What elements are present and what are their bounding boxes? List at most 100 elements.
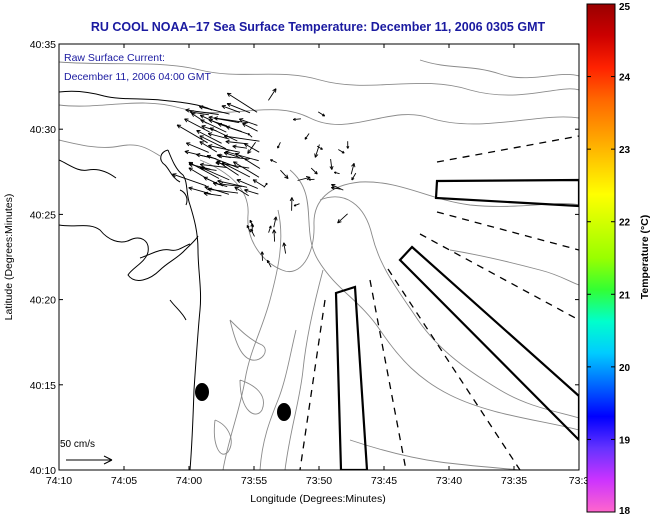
current-vector	[172, 173, 207, 187]
current-vector	[266, 259, 272, 268]
current-vector	[314, 144, 320, 158]
current-vector	[221, 162, 251, 178]
current-vector	[250, 228, 255, 237]
x-tick-label: 73:55	[241, 475, 267, 487]
current-vector	[200, 119, 227, 133]
current-vector	[277, 142, 281, 149]
current-vector	[184, 118, 210, 133]
current-vector	[351, 172, 357, 181]
current-vector	[268, 88, 277, 101]
current-vector	[208, 144, 241, 153]
current-vector	[252, 179, 265, 188]
x-tick-label: 73:50	[306, 475, 332, 487]
current-vector	[199, 166, 230, 181]
current-vector	[226, 92, 258, 113]
current-vector	[219, 182, 242, 188]
surface-current-vectors	[172, 88, 357, 268]
colorbar-tick-label: 20	[619, 363, 631, 374]
current-vector	[221, 104, 241, 113]
x-tick-label: 73:40	[436, 475, 462, 487]
scale-arrow	[66, 455, 113, 465]
current-vector	[334, 171, 340, 175]
current-vector	[234, 186, 249, 197]
current-vector	[297, 176, 311, 181]
y-tick-label: 40:30	[30, 124, 56, 136]
current-vector	[216, 160, 239, 176]
current-vector	[289, 197, 294, 211]
current-vector	[260, 251, 264, 261]
current-vector	[242, 123, 258, 132]
current-vector	[308, 178, 315, 181]
colorbar-tick-label: 21	[619, 290, 631, 301]
current-vector	[225, 125, 249, 135]
current-vector	[233, 161, 260, 178]
current-vector	[338, 149, 345, 154]
current-label-line1: Raw Surface Current:	[64, 52, 165, 64]
current-vector	[238, 118, 258, 126]
current-vector	[293, 203, 300, 207]
sampling-site-marker	[277, 403, 291, 421]
current-vector	[246, 225, 251, 233]
current-vector	[203, 176, 221, 186]
colorbar-label: Temperature (°C)	[639, 215, 651, 300]
x-tick-label: 73:45	[371, 475, 397, 487]
current-vector	[272, 229, 277, 242]
current-vector	[310, 167, 318, 175]
current-vector	[185, 142, 209, 153]
current-vector	[196, 130, 222, 144]
sampling-site-marker	[195, 383, 209, 401]
current-vector	[199, 105, 230, 115]
y-tick-label: 40:35	[30, 39, 56, 51]
current-vector	[316, 145, 323, 150]
current-vector	[225, 150, 259, 162]
current-vector	[247, 141, 256, 154]
current-vector	[317, 111, 326, 117]
current-vector	[199, 141, 218, 153]
shipping-lanes	[334, 178, 579, 470]
x-axis-ticks: 74:10 74:05 74:00 73:55 73:50 73:45 73:40 73:35…	[46, 44, 589, 487]
current-vector	[207, 132, 230, 140]
current-vector	[292, 117, 301, 121]
colorbar-tick-label: 25	[619, 2, 631, 13]
current-vector	[244, 188, 259, 195]
y-tick-label: 40:10	[30, 465, 56, 477]
x-tick-label: 74:10	[46, 475, 72, 487]
current-vector	[176, 124, 208, 144]
current-vector	[304, 133, 310, 140]
bathymetry-contours	[59, 59, 579, 470]
colorbar-tick-label: 19	[619, 435, 631, 446]
current-vector	[225, 139, 248, 145]
map-area: 50 cm/s Raw Surface Current: December 11…	[59, 44, 579, 470]
current-vector	[350, 163, 356, 175]
current-vector	[273, 216, 278, 228]
current-vector	[217, 179, 248, 188]
current-vector	[213, 116, 249, 124]
x-axis-label: Longitude (Degrees:Minutes)	[250, 493, 385, 505]
current-vector	[331, 183, 344, 191]
current-vector	[346, 141, 350, 149]
current-vector	[232, 144, 248, 149]
colorbar-tick-label: 18	[619, 506, 631, 517]
current-vector	[199, 162, 228, 168]
current-vector	[208, 115, 240, 124]
colorbar-tick-label: 24	[619, 73, 631, 84]
x-tick-label: 73:35	[501, 475, 527, 487]
current-vector	[208, 118, 228, 127]
current-vector	[244, 158, 251, 161]
current-vector	[209, 127, 238, 142]
current-vector	[226, 102, 251, 114]
x-tick-label: 74:05	[111, 475, 137, 487]
current-vector	[329, 159, 334, 170]
current-vector	[199, 135, 227, 150]
y-tick-label: 40:25	[30, 209, 56, 221]
map-title: RU COOL NOAA−17 Sea Surface Temperature:…	[91, 20, 546, 34]
current-vector	[247, 133, 253, 138]
y-tick-label: 40:15	[30, 380, 56, 392]
y-tick-label: 40:20	[30, 295, 56, 307]
current-vector	[236, 179, 258, 189]
current-vector	[337, 213, 348, 224]
current-vector	[188, 186, 212, 195]
y-axis-label: Latitude (Degrees:Minutes)	[3, 194, 15, 321]
current-vector	[270, 159, 277, 164]
current-vector	[207, 187, 239, 194]
